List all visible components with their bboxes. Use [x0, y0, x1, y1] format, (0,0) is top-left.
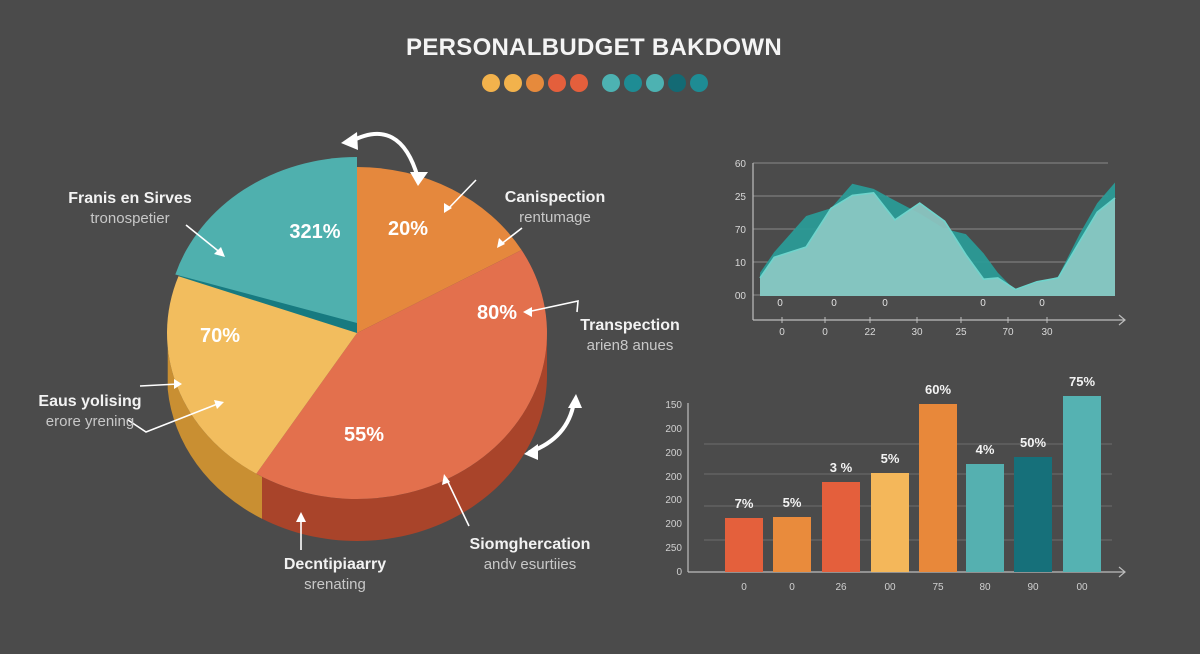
callout-subtitle: arien8 anues: [586, 337, 674, 354]
legend-dot: [482, 74, 500, 92]
pie-slice-coral: [256, 250, 547, 499]
arrowhead-icon: [341, 132, 358, 150]
callout-subtitle: rentumage: [519, 209, 591, 226]
legend-dot: [570, 74, 588, 92]
pie-slice-teal: [175, 157, 357, 323]
callout-title: Franis en Sirves: [68, 190, 192, 207]
pie-side-coral: [262, 333, 547, 541]
callout-subtitle: andv esurtiies: [483, 556, 577, 573]
legend-dot: [504, 74, 522, 92]
callout-title: Siomghercation: [469, 536, 591, 553]
callout-title: Canispection: [504, 189, 606, 206]
legend-dot: [548, 74, 566, 92]
leader-arrowheads: [174, 203, 532, 522]
curved-arrow-top-icon: [348, 131, 420, 180]
callout-title: Decntipiaarry: [283, 556, 387, 573]
callout-subtitle: erore yrening: [45, 413, 135, 430]
slice-label-coral-upper: 80%: [477, 302, 517, 324]
pie-side-yellow: [167, 347, 262, 519]
callout-subtitle: tronospetier: [90, 210, 170, 227]
arrowhead-icon: [524, 444, 538, 460]
callout-eaus: Eaus yolising erore yrening: [10, 393, 170, 430]
legend-dot: [526, 74, 544, 92]
callout-decnt: Decntipiaarry srenating: [250, 556, 420, 593]
slice-label-yellow: 70%: [200, 325, 240, 347]
callout-siomgh: Siomghercation andv esurtiies: [435, 536, 625, 573]
callout-franis: Franis en Sirves tronospetier: [40, 190, 220, 227]
callout-transpection: Transpection arien8 anues: [545, 317, 715, 354]
arrowhead-icon: [568, 394, 582, 408]
legend-dot: [646, 74, 664, 92]
leader-lines: [127, 179, 579, 550]
callout-title: Eaus yolising: [38, 393, 142, 410]
slice-label-orange: 20%: [388, 218, 428, 240]
legend-dot: [624, 74, 642, 92]
legend-dot: [690, 74, 708, 92]
page-title: PERSONALBUDGET BAKDOWN: [406, 34, 782, 61]
callout-subtitle: srenating: [304, 576, 366, 593]
arrowhead-icon: [410, 172, 428, 186]
color-legend-dots: [482, 74, 708, 92]
callout-title: Transpection: [580, 317, 680, 334]
pie-slice-yellow: [167, 276, 357, 474]
slice-label-coral: 55%: [344, 424, 384, 446]
slice-label-teal: 321%: [289, 221, 340, 243]
legend-dot: [668, 74, 686, 92]
pie-slice-orange: [357, 167, 522, 333]
legend-dot: [602, 74, 620, 92]
callout-canispection: Canispection rentumage: [470, 189, 640, 226]
